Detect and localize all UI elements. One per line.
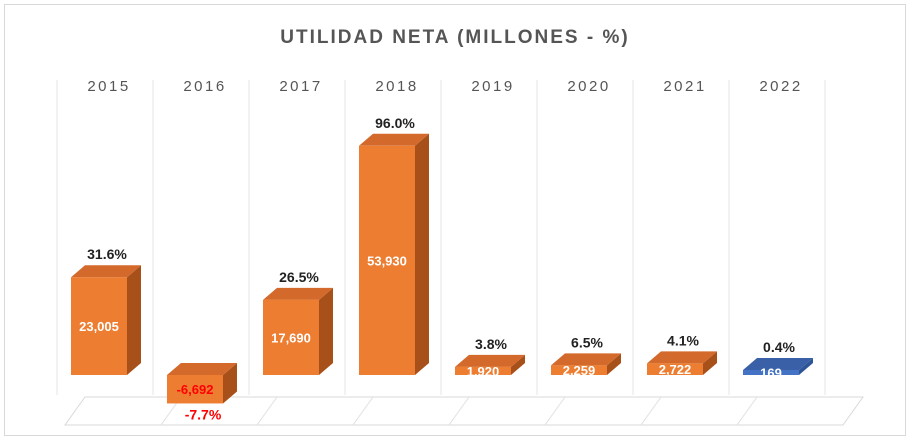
- bar-top: [167, 363, 237, 375]
- value-label: 53,930: [367, 253, 407, 268]
- bar: [647, 351, 717, 375]
- year-label: 2015: [87, 78, 130, 95]
- bar: [743, 358, 813, 375]
- bar: [359, 133, 429, 375]
- percent-label: 6.5%: [571, 334, 603, 350]
- floor-outline: [64, 396, 864, 426]
- percent-label: 4.1%: [667, 332, 699, 348]
- bar: [455, 354, 525, 375]
- bar: [71, 265, 141, 375]
- floor-divider: [256, 396, 278, 426]
- floor-divider: [736, 396, 758, 426]
- chart-frame: UTILIDAD NETA (MILLONES - %) 2015 2016 201…: [4, 4, 906, 436]
- bar-top: [359, 133, 429, 146]
- year-label: 2022: [759, 78, 802, 95]
- percent-label: 0.4%: [763, 339, 795, 355]
- bar-side: [799, 358, 813, 375]
- bar-front: [167, 375, 223, 404]
- value-label: 2,259: [563, 363, 596, 378]
- bar-side: [511, 354, 525, 375]
- percent-label: 26.5%: [279, 269, 319, 285]
- bar-top: [455, 354, 525, 367]
- percent-label: 96.0%: [375, 115, 415, 131]
- value-label: 1,920: [467, 364, 500, 379]
- value-label: -6,692: [177, 382, 214, 397]
- chart-floor: [64, 396, 864, 426]
- gridlines: [56, 80, 826, 395]
- floor-divider: [352, 396, 374, 426]
- floor-divider: [448, 396, 470, 426]
- bar-top: [743, 358, 813, 370]
- net-income-chart: UTILIDAD NETA (MILLONES - %) 2015 2016 201…: [56, 27, 864, 426]
- bar-front: [359, 145, 415, 375]
- bar-front: [455, 366, 511, 375]
- data-labels: 23,005 31.6% -6,692 -7.7% 17,690 26.5% 53,930 9…: [79, 115, 795, 423]
- bar-side: [415, 133, 429, 375]
- bar-side: [607, 353, 621, 375]
- bar-top: [71, 265, 141, 278]
- year-label: 2019: [471, 78, 514, 95]
- value-label: 169: [760, 366, 782, 381]
- year-labels: 2015 2016 2017 2018 2019 2020 2021 2022: [87, 78, 802, 95]
- bar-front: [647, 363, 703, 375]
- bar-top: [551, 353, 621, 366]
- chart-title: UTILIDAD NETA (MILLONES - %): [280, 27, 629, 48]
- bar-front: [551, 365, 607, 375]
- percent-label: 3.8%: [475, 336, 507, 352]
- floor-divider: [640, 396, 662, 426]
- bar-top: [263, 287, 333, 300]
- year-label: 2017: [279, 78, 322, 95]
- percent-label: -7.7%: [185, 406, 222, 422]
- bar-front: [743, 370, 799, 375]
- bar: [263, 287, 333, 375]
- value-label: 17,690: [271, 330, 311, 345]
- value-label: 23,005: [79, 319, 119, 334]
- bar: [551, 353, 621, 375]
- value-label: 2,722: [659, 362, 692, 377]
- year-label: 2018: [375, 78, 418, 95]
- percent-label: 31.6%: [87, 246, 127, 262]
- bar-side: [703, 351, 717, 375]
- year-label: 2021: [663, 78, 706, 95]
- bar-side: [127, 265, 141, 375]
- year-label: 2016: [183, 78, 226, 95]
- bar-side: [223, 363, 237, 404]
- bar-front: [71, 277, 127, 375]
- floor-divider: [544, 396, 566, 426]
- bar-front: [263, 299, 319, 375]
- bar-side: [319, 287, 333, 375]
- bars: [71, 133, 813, 404]
- year-label: 2020: [567, 78, 610, 95]
- bar: [167, 363, 237, 404]
- bar-top: [647, 351, 717, 364]
